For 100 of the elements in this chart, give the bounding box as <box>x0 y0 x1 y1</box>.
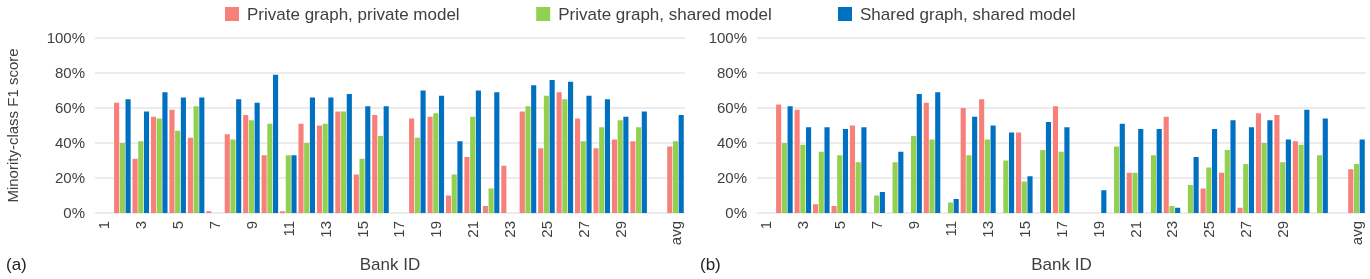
bar <box>464 157 470 213</box>
bar <box>776 104 782 213</box>
legend-label: Shared graph, shared model <box>860 4 1076 24</box>
bar <box>1119 123 1125 213</box>
x-tick-label: 19 <box>1089 221 1107 238</box>
bar <box>254 102 260 213</box>
bar <box>923 102 929 213</box>
y-tick-label: 80% <box>54 64 85 82</box>
bar <box>1058 151 1064 213</box>
x-tick-label: 29 <box>611 221 629 238</box>
bar <box>935 92 941 213</box>
bar <box>457 141 463 213</box>
bar <box>187 137 193 213</box>
bar <box>138 141 144 213</box>
y-tick-label: 0% <box>63 204 85 222</box>
bar <box>1292 141 1298 213</box>
bar <box>855 162 861 213</box>
bar <box>586 95 592 213</box>
bar <box>309 97 315 213</box>
bar <box>1187 185 1193 213</box>
bar <box>611 139 618 213</box>
bar <box>1267 120 1273 213</box>
bar <box>800 144 806 213</box>
bar <box>1156 129 1162 213</box>
bar <box>984 139 990 213</box>
bar <box>1255 113 1262 213</box>
bar <box>1353 164 1360 213</box>
bar <box>519 111 525 213</box>
bar <box>636 127 642 213</box>
bar <box>359 158 365 213</box>
bar <box>322 123 328 213</box>
bar <box>125 99 131 213</box>
x-tick-label: 3 <box>794 221 812 230</box>
bar <box>1163 116 1169 213</box>
y-tick-label: 20% <box>54 169 85 187</box>
bar <box>1237 207 1243 213</box>
bar <box>1285 139 1291 213</box>
bar <box>599 127 605 213</box>
bar <box>316 125 323 213</box>
bar <box>427 116 433 213</box>
bar <box>1200 188 1206 213</box>
bar <box>353 174 359 213</box>
x-tick-label: 15 <box>353 221 371 238</box>
bar <box>119 143 125 213</box>
x-tick-label: 13 <box>316 221 334 238</box>
x-tick-label: 5 <box>831 221 849 230</box>
x-tick-label: 3 <box>132 221 150 230</box>
bar <box>678 115 684 213</box>
bar <box>445 195 452 213</box>
bar <box>488 188 494 213</box>
bar <box>543 95 549 213</box>
bar <box>979 99 985 213</box>
bar <box>1348 169 1354 213</box>
bar <box>438 95 445 213</box>
bar <box>813 204 819 213</box>
bar <box>1021 181 1027 213</box>
bar <box>916 94 922 213</box>
bar <box>1150 155 1157 213</box>
x-axis-title: Bank ID <box>359 255 421 274</box>
bar <box>1114 146 1120 213</box>
bar <box>947 202 954 213</box>
bar <box>304 143 310 213</box>
x-tick-label: 21 <box>1126 221 1144 238</box>
y-tick-label: 0% <box>725 204 747 222</box>
legend-label: Private graph, shared model <box>558 4 772 24</box>
bar <box>818 151 824 213</box>
x-tick-label: 21 <box>464 221 482 238</box>
bar <box>562 99 568 213</box>
bar <box>328 97 334 213</box>
bar <box>1126 172 1132 213</box>
bar <box>341 111 347 213</box>
bar <box>365 106 371 213</box>
y-tick-label: 40% <box>716 134 747 152</box>
bar <box>568 81 574 213</box>
x-tick-label: 27 <box>574 221 592 238</box>
y-tick-label: 80% <box>716 64 747 82</box>
x-tick-label: 23 <box>501 221 519 238</box>
bar <box>874 195 880 213</box>
bar <box>482 206 488 213</box>
bar <box>236 99 242 213</box>
x-tick-label: 15 <box>1015 221 1033 238</box>
bar <box>667 146 673 213</box>
bar <box>630 141 636 213</box>
bar <box>1101 190 1107 213</box>
x-tick-label: 25 <box>537 221 555 238</box>
bar <box>1175 207 1181 213</box>
bar <box>1298 144 1304 213</box>
y-axis-title: Minority-class F1 score <box>4 48 21 203</box>
x-tick-label: 11 <box>279 221 297 237</box>
bar <box>1261 143 1267 213</box>
bar <box>831 206 837 213</box>
bar <box>273 74 279 213</box>
x-tick-label: avg <box>667 221 685 246</box>
bar <box>451 174 457 213</box>
bar <box>175 130 181 213</box>
bar <box>929 139 935 213</box>
legend-label: Private graph, private model <box>247 4 460 24</box>
x-tick-label: 27 <box>1237 221 1255 238</box>
text: (a) <box>6 255 27 274</box>
bar <box>414 137 420 213</box>
